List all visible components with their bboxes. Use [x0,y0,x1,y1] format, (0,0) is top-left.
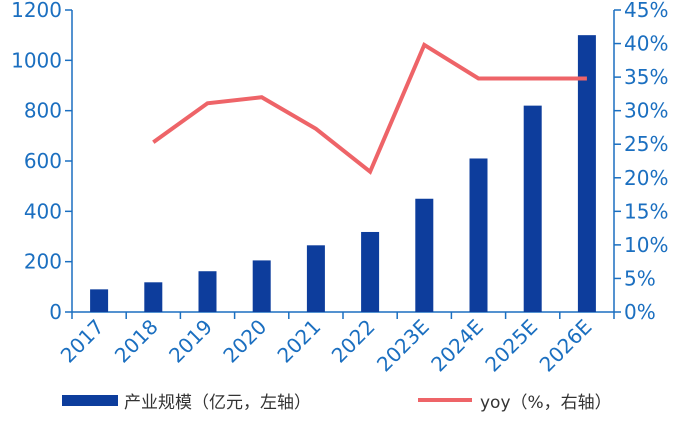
right-tick-label: 45% [624,0,668,22]
x-tick-label: 2024E [426,315,488,377]
bar [523,105,542,312]
bar [469,158,488,312]
left-tick-label: 0 [49,300,62,324]
legend-label-yoy: yoy（%，右轴） [480,392,612,413]
bar [415,198,434,312]
bar [361,231,380,312]
x-tick-label: 2019 [164,315,217,368]
right-tick-label: 5% [624,266,656,290]
legend-line-swatch [418,398,472,402]
legend-item-scale: 产业规模（亿元，左轴） [62,388,311,413]
left-tick-label: 200 [24,250,62,274]
right-tick-label: 30% [624,99,668,123]
right-tick-label: 10% [624,233,668,257]
bar [144,282,163,312]
legend-label-scale: 产业规模（亿元，左轴） [124,392,311,413]
left-tick-label: 600 [24,149,62,173]
bar [252,260,271,312]
right-tick-label: 25% [624,132,668,156]
x-tick-label: 2026E [535,315,597,377]
right-tick-label: 0% [624,300,656,324]
bar [90,289,109,312]
left-tick-label: 1000 [11,48,62,72]
left-tick-label: 800 [24,99,62,123]
legend-item-yoy: yoy（%，右轴） [418,388,612,413]
right-tick-label: 20% [624,166,668,190]
right-tick-label: 35% [624,65,668,89]
right-tick-label: 40% [624,32,668,56]
legend-bar-swatch [62,394,118,406]
x-tick-label: 2021 [272,315,325,368]
x-tick-label: 2025E [480,315,542,377]
bar [577,35,596,313]
left-tick-label: 1200 [11,0,62,22]
bar [198,271,217,312]
left-tick-label: 400 [24,199,62,223]
x-tick-label: 2020 [218,315,271,368]
x-tick-label: 2018 [110,315,163,368]
bar [306,245,325,312]
right-tick-label: 15% [624,199,668,223]
x-tick-label: 2023E [372,315,434,377]
x-tick-label: 2017 [56,315,109,368]
yoy-line [152,41,587,175]
